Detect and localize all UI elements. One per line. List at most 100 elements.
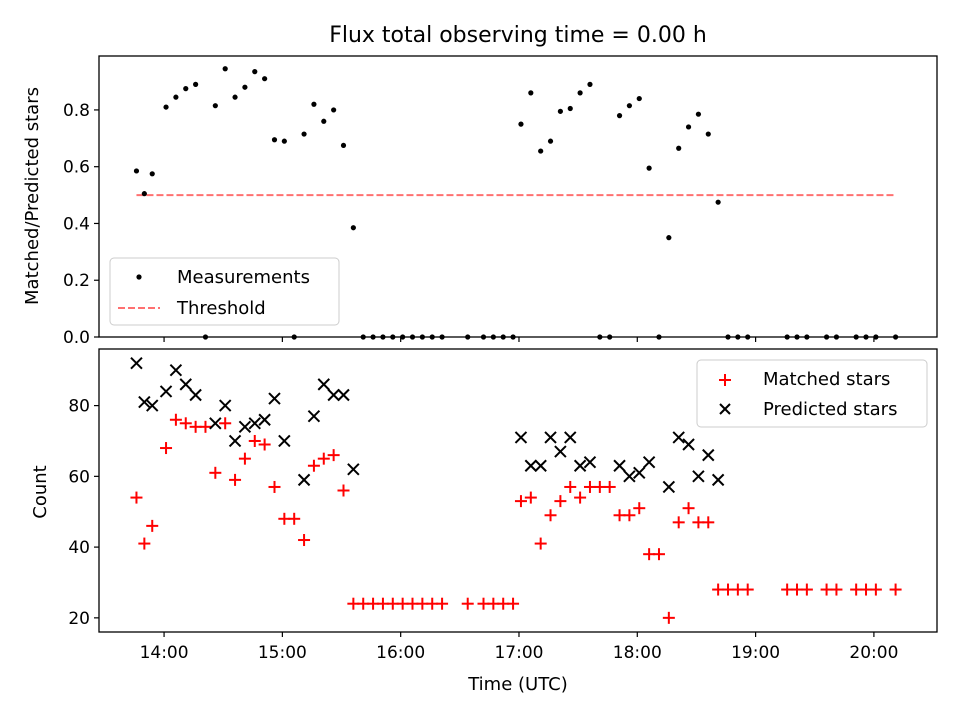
measurement-point xyxy=(567,105,573,112)
matched-star-point xyxy=(179,417,192,430)
measurement-point xyxy=(557,108,563,114)
predicted-star-point xyxy=(711,473,725,487)
predicted-star-point xyxy=(278,434,291,448)
measurement-point xyxy=(587,81,593,87)
bottom-y-axis-label: Count xyxy=(30,465,51,518)
predicted-star-point xyxy=(218,399,232,412)
measurement-point xyxy=(695,111,702,117)
x-tick-label: 16:00 xyxy=(376,643,425,663)
measurement-point xyxy=(715,199,721,205)
top-y-tick-label: 0.8 xyxy=(63,101,90,121)
predicted-star-point xyxy=(258,413,271,426)
matched-star-point xyxy=(160,442,173,455)
matched-star-point xyxy=(298,534,311,547)
bottom-axes-frame xyxy=(98,348,938,633)
predicted-star-point xyxy=(623,470,636,483)
measurement-point xyxy=(340,142,347,149)
top-y-tick-label: 0.2 xyxy=(63,271,90,291)
predicted-star-point xyxy=(189,388,202,402)
predicted-star-point xyxy=(238,420,252,434)
matched-star-point xyxy=(869,583,882,596)
predicted-star-point xyxy=(159,385,173,398)
measurement-point xyxy=(311,101,317,107)
measurement-point xyxy=(626,103,633,109)
predicted-star-point xyxy=(564,431,577,444)
measurement-point xyxy=(547,138,554,144)
legend-measurements-marker xyxy=(136,274,142,280)
predicted-star-point xyxy=(613,459,626,472)
predicted-star-point xyxy=(633,466,646,480)
predicted-star-point xyxy=(169,364,183,377)
top-y-tick-label: 0.0 xyxy=(63,328,90,348)
matched-star-point xyxy=(258,438,271,451)
predicted-star-point xyxy=(534,459,547,472)
matched-star-point xyxy=(130,491,143,504)
top-y-axis-label: Matched/Predicted stars xyxy=(22,87,43,305)
legend-matched-label: Matched stars xyxy=(763,369,890,390)
x-tick-label: 19:00 xyxy=(731,643,780,663)
predicted-star-point xyxy=(682,438,695,451)
measurement-point xyxy=(212,103,218,109)
matched-star-point xyxy=(238,452,251,465)
measurement-point xyxy=(232,94,238,100)
matched-star-point xyxy=(436,597,449,610)
predicted-star-point xyxy=(268,392,281,405)
x-tick-label: 20:00 xyxy=(849,643,898,663)
matched-star-point xyxy=(672,516,685,529)
bottom-legend: Matched stars Predicted stars xyxy=(696,359,928,428)
measurement-point xyxy=(676,145,682,151)
measurement-point xyxy=(222,66,228,72)
matched-star-point xyxy=(229,473,242,486)
matched-star-point xyxy=(461,597,474,610)
matched-star-point xyxy=(514,495,527,508)
matched-star-point xyxy=(307,459,320,472)
matched-star-point xyxy=(889,583,902,596)
measurement-point xyxy=(301,131,307,137)
matched-star-point xyxy=(534,537,547,550)
matched-star-point xyxy=(199,420,212,433)
measurement-point xyxy=(193,81,199,87)
top-panel-ratio: 0.00.20.40.60.8 Matched/Predicted stars … xyxy=(22,55,938,348)
matched-star-point xyxy=(564,480,577,493)
measurement-point xyxy=(252,69,258,75)
matched-star-point xyxy=(830,583,843,596)
predicted-star-point xyxy=(179,378,192,391)
bottom-y-tick-label: 40 xyxy=(68,538,90,558)
x-tick-label: 18:00 xyxy=(613,643,662,663)
measurement-point xyxy=(616,113,623,119)
matched-star-point xyxy=(268,480,281,493)
x-tick-label: 14:00 xyxy=(140,643,189,663)
matched-star-point xyxy=(652,548,665,561)
matched-star-point xyxy=(544,509,557,522)
matched-star-point xyxy=(138,537,151,550)
matched-star-point xyxy=(248,434,261,447)
top-axes-frame xyxy=(98,55,938,338)
predicted-star-point xyxy=(642,455,656,469)
predicted-star-point xyxy=(307,410,321,423)
matched-star-point xyxy=(524,491,537,504)
matched-star-point xyxy=(507,597,520,610)
legend-measurements-label: Measurements xyxy=(177,267,310,288)
matched-star-point xyxy=(623,509,636,522)
measurement-point xyxy=(173,94,179,100)
measurement-point xyxy=(242,84,248,90)
measurement-point xyxy=(281,138,287,144)
matched-star-point xyxy=(603,480,616,493)
matched-star-point xyxy=(317,452,330,465)
top-y-tick-label: 0.4 xyxy=(63,214,90,234)
predicted-star-point xyxy=(702,448,715,462)
matched-star-point xyxy=(633,502,646,515)
measurement-point xyxy=(149,171,155,177)
measurement-point xyxy=(133,168,140,174)
predicted-star-point xyxy=(544,431,557,444)
predicted-star-point xyxy=(672,431,685,444)
x-tick-label: 17:00 xyxy=(494,643,543,663)
measurement-point xyxy=(636,95,642,102)
predicted-star-point xyxy=(524,459,538,472)
predicted-star-point xyxy=(248,417,261,430)
measurement-point xyxy=(321,118,327,124)
matched-star-point xyxy=(741,583,754,596)
predicted-star-point xyxy=(554,445,567,458)
matched-star-point xyxy=(337,484,350,497)
legend-predicted-marker xyxy=(719,403,731,415)
